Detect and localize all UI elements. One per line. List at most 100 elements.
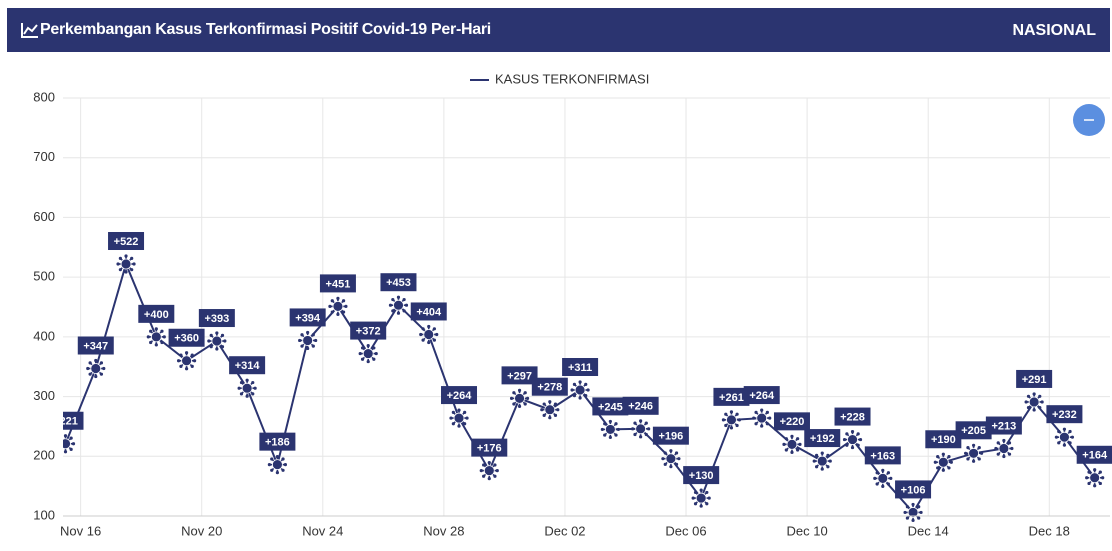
marker-tip (603, 422, 607, 426)
zoom-button[interactable] (1073, 104, 1105, 136)
marker-tip (1002, 438, 1006, 443)
value-label-box (773, 412, 810, 431)
marker-body (302, 335, 314, 346)
value-label: +190 (931, 434, 956, 446)
marker-tip (760, 408, 764, 412)
marker-tip (798, 442, 802, 446)
marker-tip (572, 382, 577, 386)
marker-tip (479, 469, 483, 473)
virus-marker (267, 455, 287, 475)
legend: KASUS TERKONFIRMASI (470, 71, 649, 86)
value-label: +261 (719, 392, 744, 404)
marker-tip (487, 461, 491, 465)
marker-tip (223, 339, 227, 343)
virus-marker (449, 408, 469, 428)
marker-tip (270, 457, 274, 461)
marker-tip (947, 466, 951, 470)
marker-tip (372, 357, 376, 361)
value-label: +311 (568, 362, 592, 374)
value-label: +372 (356, 325, 381, 337)
marker-tip (633, 421, 637, 425)
marker-body (453, 412, 465, 424)
marker-tip (754, 410, 758, 415)
marker-tip (1062, 427, 1067, 431)
marker-tip (842, 437, 847, 442)
marker-tip (1026, 394, 1031, 398)
marker-tip (190, 353, 194, 357)
marker-tip (330, 310, 334, 314)
marker-tip (118, 256, 122, 260)
marker-tip (253, 386, 257, 390)
marker-tip (669, 449, 673, 453)
marker-tip (1026, 406, 1031, 410)
x-tick-label: Dec 14 (908, 523, 949, 538)
marker-body (150, 331, 162, 343)
marker-tip (509, 396, 514, 400)
marker-tip (570, 388, 574, 392)
value-label-box (562, 358, 599, 377)
y-tick-label: 700 (33, 149, 55, 164)
marker-tip (814, 465, 819, 469)
marker-tip (1054, 435, 1059, 439)
marker-tip (790, 434, 794, 438)
marker-tip (875, 482, 879, 486)
value-label-box (471, 438, 508, 457)
marker-tip (858, 437, 863, 442)
marker-tip (784, 437, 788, 441)
marker-body (726, 414, 737, 426)
value-label-box (380, 273, 417, 292)
x-tick-label: Nov 16 (60, 523, 101, 538)
marker-tip (1024, 400, 1028, 404)
marker-tip (493, 474, 497, 478)
marker-tip (972, 443, 976, 447)
virus-marker (1024, 392, 1044, 412)
virus-marker (1085, 468, 1105, 488)
x-tick-label: Dec 10 (787, 523, 828, 538)
marker-tip (209, 333, 213, 337)
header: Perkembangan Kasus Terkonfirmasi Positif… (7, 8, 1110, 52)
marker-tip (360, 357, 365, 361)
value-label: +297 (507, 370, 532, 382)
value-label-box (319, 274, 356, 293)
marker-tip (603, 433, 607, 437)
marker-tip (760, 424, 764, 428)
marker-tip (463, 422, 467, 426)
marker-tip (1101, 476, 1105, 480)
marker-body (120, 258, 132, 270)
marker-body (604, 424, 616, 435)
marker-tip (336, 296, 340, 301)
marker-body (786, 438, 798, 450)
axes: 100 200 300 400 500 600 700 800 Nov 16 Nov 20 Nov … (33, 89, 1110, 538)
marker-tip (765, 410, 769, 415)
marker-tip (275, 471, 279, 475)
value-label-box (652, 426, 689, 445)
value-label: +394 (295, 312, 321, 324)
marker-tip (330, 299, 334, 303)
virus-marker (873, 468, 893, 488)
marker-tip (845, 432, 849, 436)
marker-tip (419, 332, 423, 337)
virus-marker (903, 502, 923, 523)
marker-body (544, 404, 556, 416)
marker-tip (699, 504, 703, 508)
marker-tip (192, 359, 197, 363)
marker-tip (674, 451, 679, 455)
marker-tip (495, 469, 499, 473)
marker-body (968, 447, 979, 459)
marker-tip (663, 462, 667, 466)
marker-body (362, 348, 374, 359)
marker-tip (404, 303, 409, 307)
marker-tip (99, 361, 104, 365)
marker-tip (553, 413, 558, 417)
marker-tip (525, 396, 530, 400)
marker-tip (1032, 392, 1036, 396)
marker-tip (56, 442, 59, 445)
marker-tip (669, 465, 673, 469)
marker-tip (735, 423, 739, 428)
marker-tip (578, 396, 582, 400)
marker-tip (850, 429, 855, 434)
marker-tip (176, 359, 181, 363)
marker-tip (947, 455, 951, 459)
marker-tip (548, 400, 552, 404)
marker-tip (344, 304, 348, 309)
